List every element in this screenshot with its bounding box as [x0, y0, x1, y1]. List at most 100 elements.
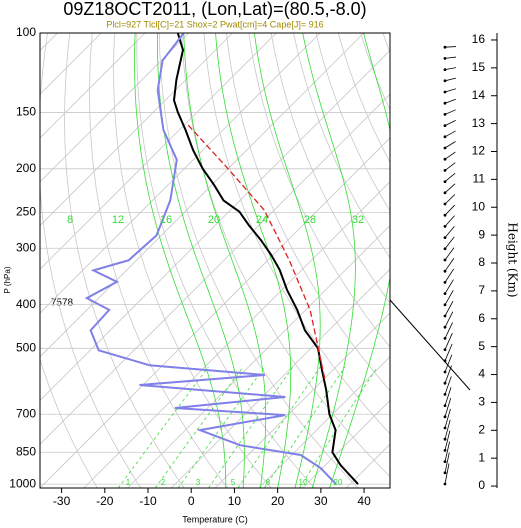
- isotherm: [83, 181, 390, 488]
- barb-station: [443, 101, 447, 105]
- barb-station: [443, 325, 447, 329]
- barb-station: [443, 225, 447, 228]
- barb-staff: [444, 226, 455, 238]
- x-tick-label: -30: [53, 494, 71, 508]
- isotherm: [40, 93, 390, 445]
- annotation: 7578: [51, 298, 74, 309]
- y-tick-label: 700: [16, 406, 36, 420]
- barb-station: [443, 303, 447, 307]
- dry-adiabat: [248, 33, 390, 348]
- dry-adiabat: [136, 33, 315, 488]
- dry-adiabat: [226, 33, 390, 392]
- mixing-ratio-line: [299, 366, 378, 488]
- y-tick-label: 150: [16, 105, 36, 119]
- chart-subtitle: Plcl=927 Tlcl[C]=21 Shox=2 Pwat[cm]=4 Ca…: [106, 19, 323, 29]
- barb-staff: [444, 141, 456, 149]
- barb-station: [443, 90, 447, 94]
- y2-axis-label: Height (Km): [506, 222, 520, 297]
- isotherm: [345, 443, 390, 488]
- barb-staff: [444, 430, 451, 451]
- mixing-ratio-label: 1: [126, 478, 131, 487]
- mixing-ratio-label: 2: [161, 478, 166, 487]
- barb-station: [443, 404, 447, 407]
- barb-staff: [444, 343, 453, 361]
- y-tick-label: 100: [16, 25, 36, 39]
- sounding-line: [84, 33, 337, 485]
- barb-station: [443, 213, 447, 217]
- dry-adiabat: [89, 33, 229, 488]
- dry-adiabat: [203, 33, 390, 435]
- x-tick-label: -20: [96, 494, 114, 508]
- barb-staff: [444, 387, 452, 406]
- moist-adiabat: [329, 33, 390, 488]
- barb-staff: [444, 162, 456, 171]
- y2-tick-label: 11: [473, 172, 486, 186]
- barb-station: [443, 370, 447, 374]
- plot-frame: [39, 32, 391, 489]
- barb-station: [443, 415, 447, 419]
- dry-adiabat: [40, 33, 142, 488]
- dry-adiabat: [158, 33, 359, 488]
- barb-staff: [444, 46, 457, 48]
- barb-staff: [444, 67, 457, 70]
- barb-station: [443, 135, 447, 139]
- barb-station: [443, 57, 447, 60]
- isotherm: [40, 33, 146, 139]
- y-tick-label: 250: [16, 205, 36, 219]
- barb-staff: [444, 300, 454, 317]
- sounding-line: [172, 33, 359, 485]
- barb-staff: [444, 172, 456, 182]
- moist-adiabat: [183, 33, 267, 488]
- barb-station: [443, 68, 447, 71]
- barb-station: [443, 45, 447, 49]
- barb-station: [443, 79, 447, 83]
- moist-adiabat: [302, 33, 356, 488]
- moist-adiabat-label: 8: [67, 214, 73, 226]
- barb-staff: [444, 376, 452, 395]
- mixing-ratio-label: 5: [231, 478, 236, 487]
- barb-staff: [444, 98, 456, 104]
- chart-title: 09Z18OCT2011, (Lon,Lat)=(80.5,-8.0): [63, 0, 366, 19]
- dry-adiabat: [315, 33, 390, 212]
- y2-tick-label: 13: [472, 116, 486, 130]
- dry-adiabat: [40, 358, 98, 488]
- wind-barbs: [443, 45, 457, 486]
- mixing-ratio-line: [264, 366, 346, 488]
- frame-edge: [389, 299, 471, 391]
- y2-tick-label: 15: [472, 60, 486, 74]
- barb-station: [443, 191, 447, 195]
- x-axis-label: Temperature (C): [182, 514, 248, 524]
- y2-tick-label: 6: [478, 311, 485, 325]
- barb-station: [443, 437, 447, 441]
- y2-tick-label: 4: [478, 367, 485, 381]
- x-tick-label: 0: [188, 494, 195, 508]
- barb-staff: [444, 130, 456, 138]
- y-tick-label: 500: [16, 340, 36, 354]
- isotherm: [0, 33, 14, 488]
- y2-tick-label: 3: [478, 395, 485, 409]
- moist-adiabat-label: 32: [352, 214, 364, 226]
- y2-tick-label: 16: [472, 32, 486, 46]
- y-tick-label: 1000: [9, 476, 36, 490]
- y-tick-label: 850: [16, 444, 36, 458]
- barb-station: [443, 169, 447, 172]
- barb-staff: [444, 441, 450, 462]
- isotherm: [214, 312, 390, 488]
- y-tick-label: 400: [16, 297, 36, 311]
- y-tick-label: 200: [16, 161, 36, 175]
- barb-staff: [444, 408, 451, 429]
- dry-adiabat: [113, 33, 272, 488]
- y2-tick-label: 7: [478, 283, 485, 297]
- barb-staff: [444, 88, 456, 93]
- isotherm: [40, 33, 190, 183]
- barb-staff: [444, 56, 457, 59]
- barb-staff: [444, 311, 454, 328]
- barb-staff: [444, 109, 456, 115]
- barb-station: [443, 381, 447, 385]
- isotherm: [40, 49, 390, 402]
- mixing-ratio-line: [237, 366, 321, 488]
- barb-staff: [444, 333, 453, 350]
- barb-staff: [444, 247, 455, 261]
- x-tick-label: -10: [139, 494, 157, 508]
- barb-station: [443, 471, 447, 475]
